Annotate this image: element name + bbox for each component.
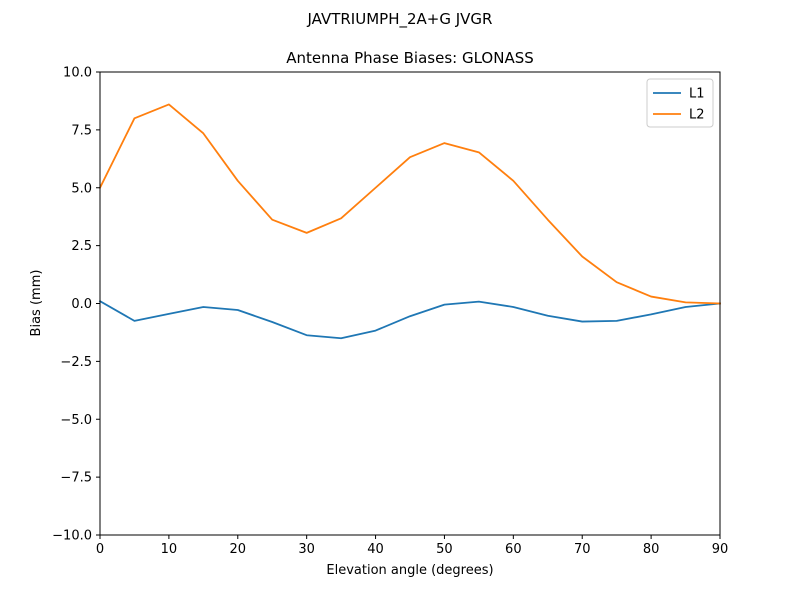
y-tick-label: 7.5 [71, 123, 92, 138]
x-tick-label: 0 [96, 542, 104, 557]
y-axis: −10.0 −7.5 −5.0 −2.5 0.0 2.5 5.0 7.5 10.0 [52, 66, 100, 544]
x-tick-label: 30 [298, 542, 315, 557]
series-line-l2 [98, 103, 721, 305]
x-tick-label: 50 [436, 542, 453, 557]
y-tick-label: 5.0 [71, 181, 92, 196]
x-axis-label: Elevation angle (degrees) [326, 563, 493, 578]
legend-label-l1: L1 [689, 87, 705, 102]
y-tick-label: −2.5 [60, 355, 92, 370]
x-tick-label: 20 [230, 542, 247, 557]
legend-box [646, 78, 714, 128]
x-tick-label: 10 [161, 542, 178, 557]
plot-frame [99, 71, 721, 536]
x-tick-label: 40 [367, 542, 384, 557]
y-tick-label: −7.5 [60, 471, 92, 486]
x-tick-label: 60 [505, 542, 522, 557]
x-tick-label: 70 [574, 542, 591, 557]
legend-label-l2: L2 [689, 108, 705, 123]
y-tick-label: 0.0 [71, 297, 92, 312]
chart-title: Antenna Phase Biases: GLONASS [286, 49, 534, 67]
y-tick-label: −10.0 [52, 529, 92, 544]
series-layer [98, 103, 721, 340]
x-tick-label: 90 [712, 542, 729, 557]
series-line-l1 [98, 299, 721, 340]
y-tick-label: 2.5 [71, 239, 92, 254]
chart-suptitle: JAVTRIUMPH_2A+G JVGR [307, 10, 493, 29]
x-tick-label: 80 [643, 542, 660, 557]
y-axis-label: Bias (mm) [29, 270, 44, 337]
y-tick-label: 10.0 [63, 66, 92, 81]
x-axis: 0 10 20 30 40 50 60 70 80 90 [96, 535, 728, 557]
y-tick-label: −5.0 [60, 413, 92, 428]
